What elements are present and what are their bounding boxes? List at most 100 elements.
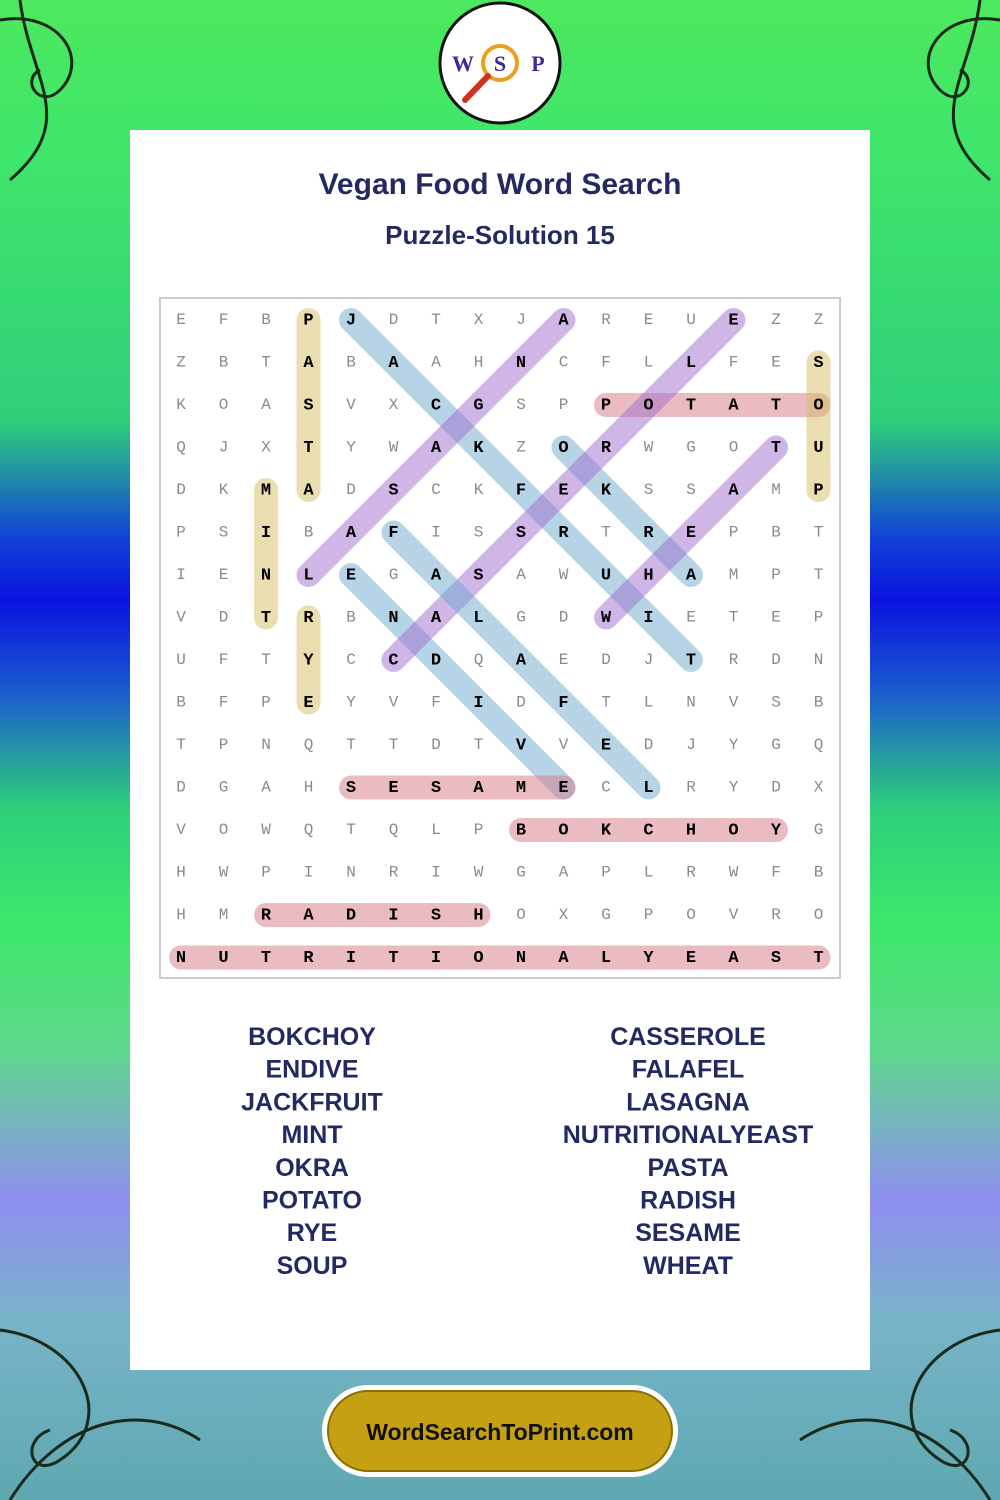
grid-letter: N — [516, 354, 526, 373]
grid-letter: D — [601, 651, 611, 669]
grid-letter: K — [474, 481, 484, 499]
grid-letter: N — [176, 949, 186, 968]
grid-letter: D — [559, 609, 569, 627]
grid-letter: C — [643, 821, 653, 840]
grid-letter: E — [176, 311, 186, 329]
grid-letter: H — [474, 354, 484, 372]
word: MINT — [281, 1121, 342, 1149]
grid-letter: L — [473, 609, 483, 628]
grid-letter: Z — [814, 311, 824, 329]
grid-letter: B — [346, 354, 356, 372]
grid-letter: A — [303, 906, 314, 925]
grid-letter: H — [686, 821, 696, 840]
grid-letter: F — [431, 694, 441, 712]
grid-letter: L — [643, 779, 653, 798]
grid-letter: U — [686, 311, 696, 329]
grid-letter: O — [686, 906, 696, 924]
grid-letter: Z — [516, 439, 526, 457]
grid-letter: M — [261, 481, 271, 500]
grid-letter: B — [261, 311, 271, 329]
grid-letter: G — [601, 906, 611, 924]
grid-letter: L — [686, 354, 696, 373]
grid-letter: D — [516, 694, 526, 712]
grid-letter: S — [346, 779, 356, 798]
grid-letter: O — [516, 906, 526, 924]
word: PASTA — [647, 1154, 728, 1182]
grid-letter: E — [686, 609, 696, 627]
grid-letter: K — [601, 821, 612, 840]
grid-letter: E — [601, 736, 611, 755]
highlight — [594, 435, 788, 630]
grid-letter: R — [686, 779, 696, 797]
word: SESAME — [635, 1219, 741, 1247]
grid-letter: U — [176, 651, 186, 669]
grid-letter: L — [431, 821, 441, 839]
grid-letter: K — [219, 481, 229, 499]
word: RYE — [287, 1219, 337, 1247]
grid-letter: T — [346, 736, 356, 754]
grid-letter: R — [643, 524, 654, 543]
grid-letter: Z — [176, 354, 186, 372]
grid-letter: W — [559, 566, 569, 584]
grid-letter: I — [431, 949, 441, 968]
word: WHEAT — [643, 1252, 733, 1280]
grid-letter: O — [813, 396, 823, 415]
grid-letter: I — [261, 524, 271, 543]
grid-letter: P — [219, 736, 229, 754]
grid-letter: B — [771, 524, 781, 542]
grid-letter: D — [644, 736, 654, 754]
grid-letter: O — [558, 439, 568, 458]
word-list: BOKCHOY ENDIVE JACKFRUIT MINT OKRA POTATO RYE S… — [241, 1023, 813, 1280]
grid-letter: M — [729, 566, 739, 584]
grid-letter: E — [388, 779, 398, 798]
grid-letter: V — [346, 396, 356, 414]
grid-letter: I — [431, 864, 441, 882]
grid-letter: F — [729, 354, 739, 372]
grid-letter: O — [219, 821, 229, 839]
grid-letter: O — [814, 906, 824, 924]
grid-letter: R — [686, 864, 696, 882]
grid-letter: G — [686, 439, 696, 457]
grid-letter: Q — [389, 821, 399, 839]
grid-letter: C — [559, 354, 569, 372]
grid-letter: T — [176, 736, 186, 754]
grid-letter: O — [728, 821, 738, 840]
grid-letter: T — [431, 311, 441, 329]
grid-letter: A — [516, 651, 527, 670]
grid-letter: S — [219, 524, 229, 542]
grid-letter: M — [219, 906, 229, 924]
grid-letter: E — [559, 651, 569, 669]
grid-letter: W — [219, 864, 229, 882]
grid-letter: W — [644, 439, 654, 457]
grid-letter: I — [388, 906, 398, 925]
grid-letter: E — [558, 481, 568, 500]
logo-letter: S — [494, 51, 506, 76]
grid-letter: O — [729, 439, 739, 457]
grid-letter: P — [261, 694, 271, 712]
grid-letter: G — [771, 736, 781, 754]
grid-letter: U — [601, 566, 611, 585]
grid-letter: G — [473, 396, 483, 415]
grid-letter: X — [261, 439, 271, 457]
grid-letter: L — [601, 949, 611, 968]
grid-letter: G — [389, 566, 399, 584]
grid-letter: X — [814, 779, 824, 797]
grid-letter: P — [813, 481, 823, 500]
grid-letter: J — [346, 311, 356, 330]
grid-letter: S — [516, 524, 526, 543]
highlights — [169, 308, 831, 970]
grid-letter: T — [771, 439, 781, 458]
grid-letter: T — [389, 736, 399, 754]
grid-letter: P — [729, 524, 739, 542]
grid-letter: A — [303, 354, 314, 373]
grid-letter: W — [261, 821, 271, 839]
grid-letter: T — [346, 821, 356, 839]
grid-letter: B — [346, 609, 356, 627]
grid-letter: Q — [176, 439, 186, 457]
grid-letter: C — [388, 651, 398, 670]
grid-letter: I — [176, 566, 186, 584]
grid-letter: S — [771, 949, 781, 968]
grid-letter: S — [474, 524, 484, 542]
word: JACKFRUIT — [241, 1088, 383, 1116]
grid-letter: F — [516, 481, 526, 500]
